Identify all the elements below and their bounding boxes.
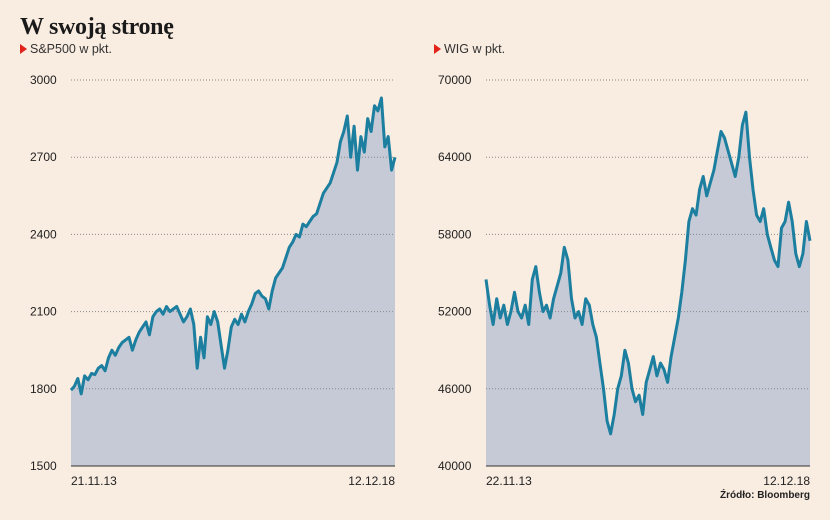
wig-area: [486, 112, 810, 466]
right-subtitle: WIG w pkt.: [434, 42, 505, 56]
right-subtitle-label: WIG w pkt.: [444, 42, 506, 56]
wig-x-start-label: 22.11.13: [486, 474, 532, 488]
wig-ytick-label: 70000: [438, 73, 472, 87]
wig-series-line: [484, 110, 812, 436]
red-triangle-icon: [20, 44, 27, 54]
sp500-series-line: [69, 96, 397, 396]
sp500-ytick-label: 3000: [30, 73, 57, 87]
sp500-ytick-label: 2100: [30, 305, 57, 319]
chart-title: W swoją stronę: [20, 14, 174, 40]
wig-x-end-label: 12.12.18: [763, 474, 810, 488]
red-triangle-icon: [434, 44, 441, 54]
sp500-ytick-label: 1800: [30, 382, 57, 396]
wig-ytick-label: 58000: [438, 227, 472, 241]
sp500-ytick-label: 2400: [30, 227, 57, 241]
sp500-x-start-label: 21.11.13: [71, 474, 117, 488]
wig-ytick-label: 64000: [438, 150, 472, 164]
sp500-area: [71, 98, 395, 466]
sp500-ytick-label: 2700: [30, 150, 57, 164]
left-subtitle-label: S&P500 w pkt.: [30, 42, 112, 56]
wig-ytick-label: 40000: [438, 459, 472, 473]
wig-ytick-label: 52000: [438, 305, 472, 319]
source-note: Źródło: Bloomberg: [720, 490, 810, 501]
left-subtitle: S&P500 w pkt.: [20, 42, 112, 56]
sp500-x-end-label: 12.12.18: [348, 474, 395, 488]
wig-ytick-label: 46000: [438, 382, 472, 396]
sp500-ytick-label: 1500: [30, 459, 57, 473]
